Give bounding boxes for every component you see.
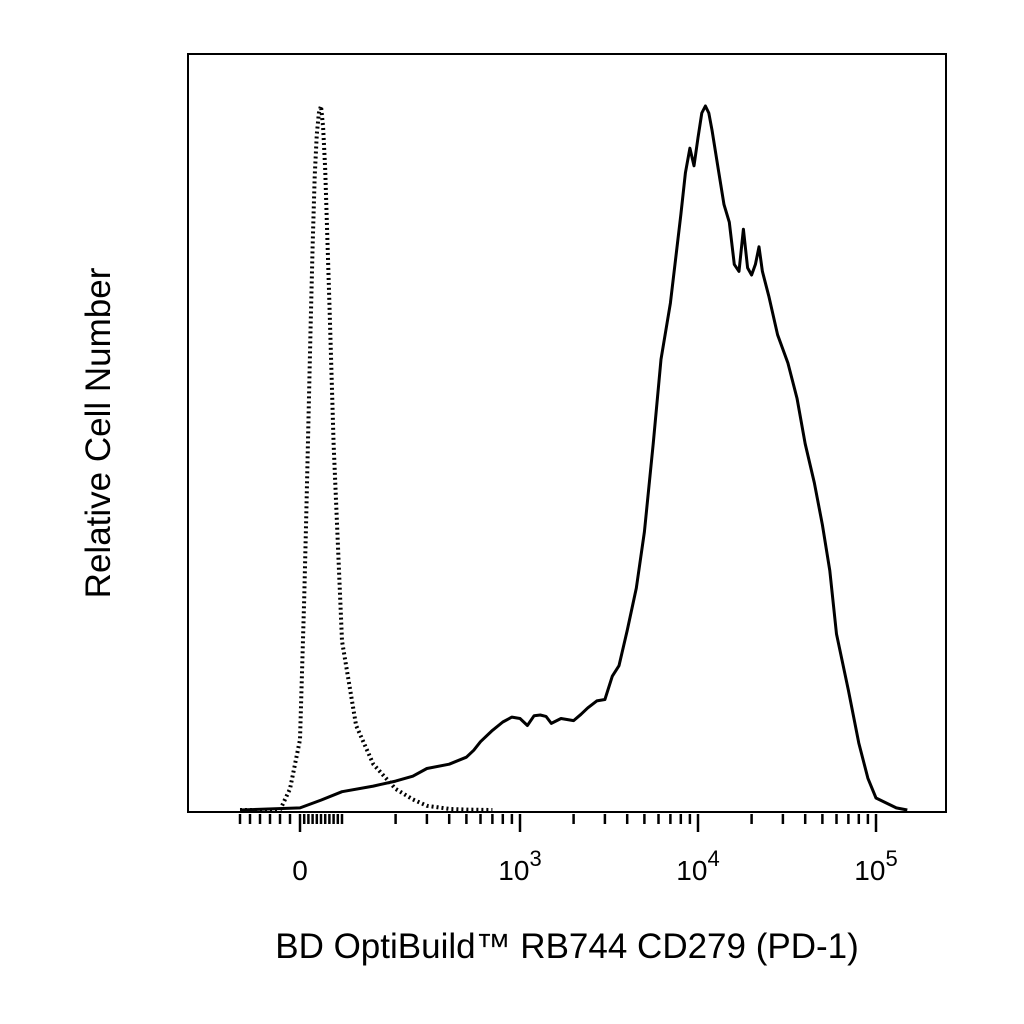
series-layer xyxy=(239,104,908,812)
x-tick-label: 0 xyxy=(292,855,308,886)
x-tick-label: 105 xyxy=(854,846,897,886)
x-axis: 0 103 104 105 xyxy=(238,814,898,886)
x-axis-label: BD OptiBuild™ RB744 CD279 (PD-1) xyxy=(275,927,859,966)
series-line-stained xyxy=(239,104,908,812)
y-axis-label: Relative Cell Number xyxy=(79,267,118,598)
x-tick-label: 104 xyxy=(676,846,719,886)
plot-frame xyxy=(187,53,947,813)
series-line-control xyxy=(240,104,493,812)
x-tick-label: 103 xyxy=(498,846,541,886)
